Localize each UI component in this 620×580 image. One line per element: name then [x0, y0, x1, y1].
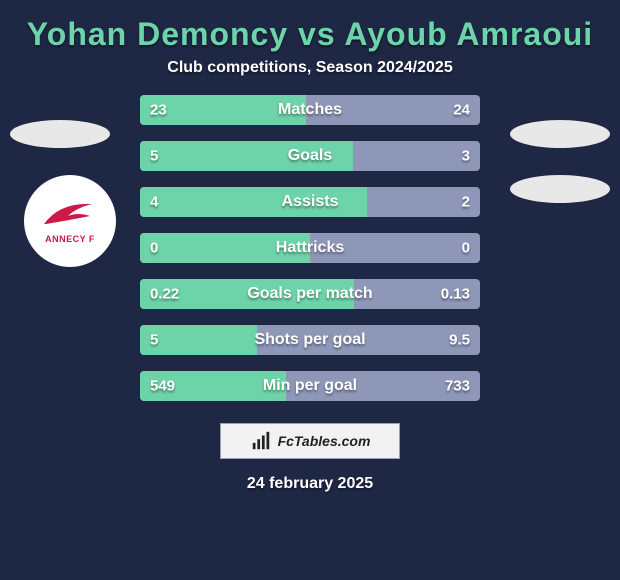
stats-bars: 23 Matches 24 5 Goals 3 4 Assists 2 0 Hattricks 0 0.…	[140, 95, 480, 401]
watermark[interactable]: FcTables.com	[220, 423, 400, 459]
stat-value-left: 549	[150, 378, 175, 395]
stat-bar: 4 Assists 2	[140, 187, 480, 217]
stat-value-left: 4	[150, 194, 158, 211]
page-title: Yohan Demoncy vs Ayoub Amraoui	[0, 0, 620, 59]
stat-label: Min per goal	[263, 377, 357, 395]
stat-bar: 549 Min per goal 733	[140, 371, 480, 401]
stat-value-left: 5	[150, 332, 158, 349]
stat-value-right: 733	[445, 378, 470, 395]
stat-label: Goals	[288, 147, 332, 165]
stat-bar: 23 Matches 24	[140, 95, 480, 125]
stat-label: Hattricks	[276, 239, 344, 257]
watermark-text: FcTables.com	[278, 433, 371, 449]
stat-value-right: 2	[462, 194, 470, 211]
chart-icon	[250, 430, 272, 452]
stat-bar: 0.22 Goals per match 0.13	[140, 279, 480, 309]
stat-label: Shots per goal	[254, 331, 365, 349]
club-logo-left: ANNECY F	[24, 175, 116, 267]
stat-label: Matches	[278, 101, 342, 119]
player-right-placeholder-1	[510, 120, 610, 148]
player-left-placeholder	[10, 120, 110, 148]
stat-value-right: 9.5	[449, 332, 470, 349]
stat-bar: 0 Hattricks 0	[140, 233, 480, 263]
player-right-placeholder-2	[510, 175, 610, 203]
stat-value-right: 0	[462, 240, 470, 257]
stat-bar: 5 Goals 3	[140, 141, 480, 171]
stat-value-right: 3	[462, 148, 470, 165]
page-subtitle: Club competitions, Season 2024/2025	[0, 59, 620, 95]
stat-value-right: 0.13	[441, 286, 470, 303]
date-text: 24 february 2025	[0, 475, 620, 493]
stat-value-left: 5	[150, 148, 158, 165]
stat-value-left: 0.22	[150, 286, 179, 303]
stat-label: Assists	[282, 193, 339, 211]
stat-value-right: 24	[453, 102, 470, 119]
stat-label: Goals per match	[247, 285, 372, 303]
club-logo-swoosh-icon	[40, 198, 100, 232]
stat-value-left: 23	[150, 102, 167, 119]
club-logo-text: ANNECY F	[45, 234, 95, 244]
stat-value-left: 0	[150, 240, 158, 257]
stat-bar: 5 Shots per goal 9.5	[140, 325, 480, 355]
